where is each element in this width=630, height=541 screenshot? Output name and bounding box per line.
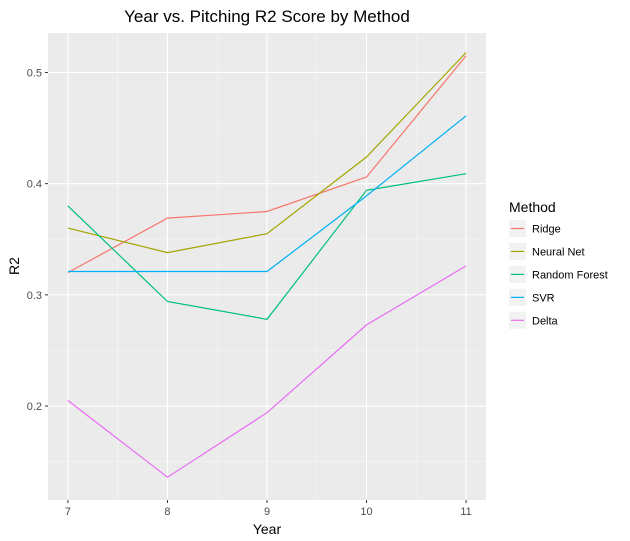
- legend-label-delta: Delta: [532, 315, 559, 327]
- legend: Method Ridge Neural Net Random Forest SVR De…: [509, 199, 608, 329]
- series-line-random-forest: [67, 173, 467, 320]
- y-tick-label: 0.3: [27, 290, 42, 302]
- series-line-delta: [67, 265, 467, 478]
- x-axis: 7 8 9 10 11: [65, 500, 472, 518]
- y-tick-label: 0.2: [27, 401, 42, 413]
- y-tick-label: 0.5: [27, 67, 42, 79]
- x-tick-label: 9: [264, 506, 270, 518]
- series-line-neural-net: [67, 52, 467, 254]
- major-gridlines: [48, 33, 486, 500]
- y-axis-title: R2: [6, 257, 22, 275]
- x-axis-title: Year: [253, 521, 282, 537]
- x-tick-label: 10: [360, 506, 372, 518]
- legend-label-ridge: Ridge: [532, 224, 561, 236]
- legend-label-random-forest: Random Forest: [532, 269, 608, 281]
- legend-title: Method: [509, 199, 556, 215]
- series-line-svr: [67, 115, 467, 273]
- x-tick-label: 11: [460, 506, 471, 518]
- legend-label-neural-net: Neural Net: [532, 246, 585, 258]
- series-lines: [67, 52, 467, 478]
- y-axis: 0.2 0.3 0.4 0.5: [27, 67, 48, 413]
- series-line-ridge: [67, 55, 467, 274]
- x-tick-label: 8: [164, 506, 170, 518]
- x-tick-label: 7: [65, 506, 71, 518]
- y-tick-label: 0.4: [27, 179, 42, 191]
- chart-title: Year vs. Pitching R2 Score by Method: [124, 7, 410, 26]
- legend-label-svr: SVR: [532, 292, 555, 304]
